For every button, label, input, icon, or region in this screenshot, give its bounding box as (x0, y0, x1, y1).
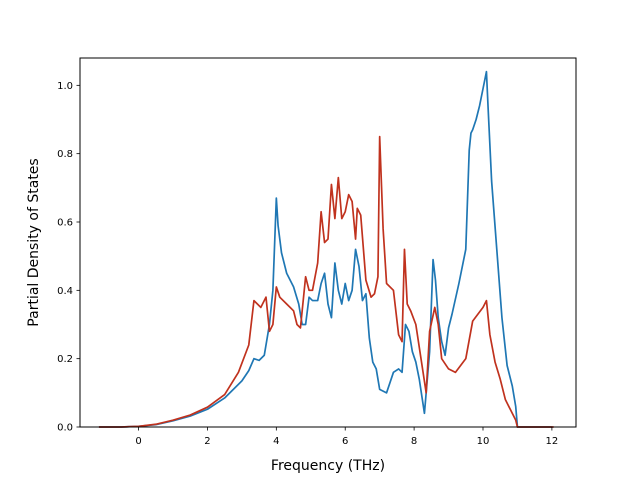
series-line-2 (98, 135, 554, 428)
y-tick-label: 0.8 (57, 149, 73, 160)
x-tick-label: 10 (477, 436, 490, 447)
x-tick-label: 12 (546, 436, 559, 447)
x-tick-label: 0 (135, 436, 141, 447)
x-tick-label: 4 (273, 436, 279, 447)
y-axis-title: Partial Density of States (26, 158, 42, 326)
y-axis: 0.0 0.2 0.4 0.6 0.8 1.0 (57, 81, 80, 434)
x-axis: 0 2 4 6 8 10 12 (135, 427, 558, 447)
series-layer (98, 70, 554, 428)
x-tick-label: 6 (342, 436, 348, 447)
y-tick-label: 0.4 (57, 286, 73, 297)
y-tick-label: 0.6 (57, 218, 73, 229)
x-axis-title: Frequency (THz) (271, 458, 385, 474)
y-tick-label: 1.0 (57, 81, 73, 92)
x-tick-label: 8 (411, 436, 417, 447)
x-tick-label: 2 (204, 436, 210, 447)
plot-frame (79, 57, 577, 428)
series-line-1 (98, 70, 552, 428)
y-tick-label: 0.2 (57, 354, 73, 365)
y-tick-label: 0.0 (57, 423, 73, 434)
